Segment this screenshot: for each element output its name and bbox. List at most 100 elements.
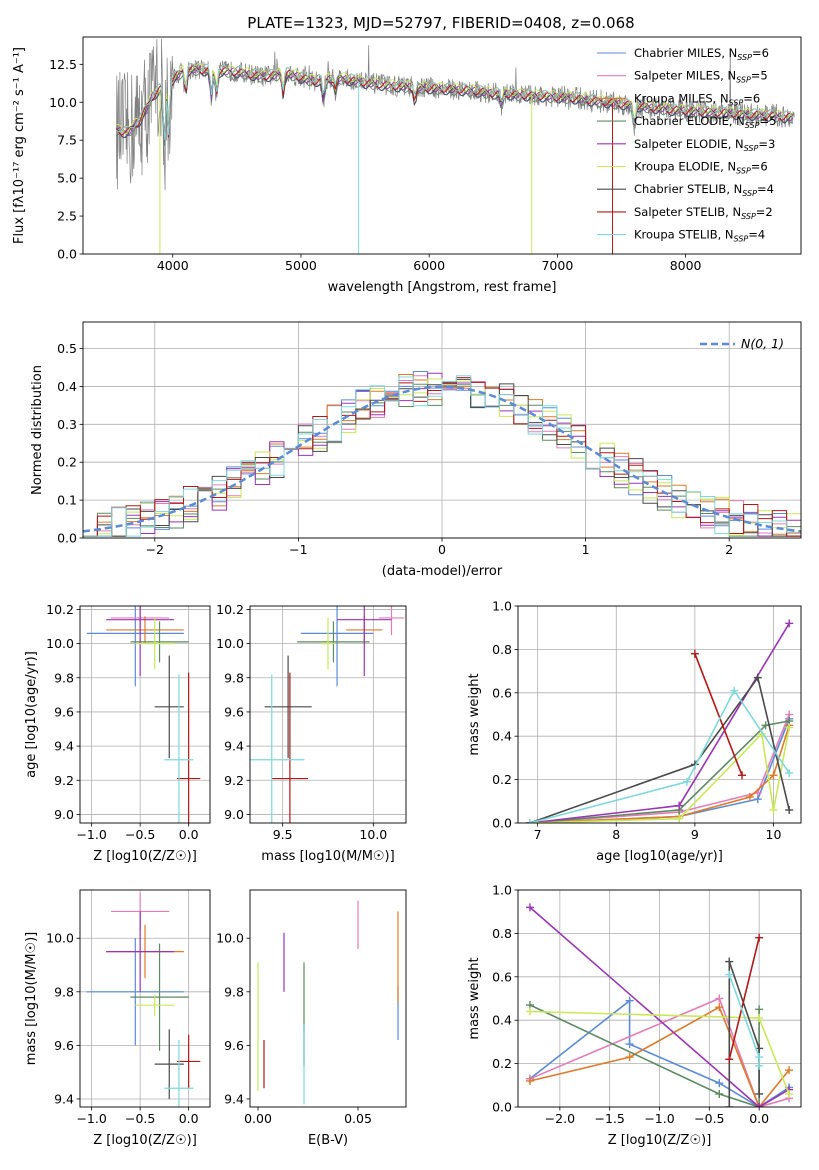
legend-entry-kroupa-elodie: Kroupa ELODIE, NSSP=6 (634, 160, 768, 176)
legend-value: =2 (756, 205, 773, 219)
series-line-salpeter-miles (529, 714, 790, 823)
y-tick-label: 0.6 (492, 969, 512, 984)
point-marker-salpeter-elodie (525, 903, 534, 912)
point-marker-chabrier-miles (625, 996, 634, 1005)
x-tick-label: 8000 (670, 258, 702, 273)
y-tick-label: 5.0 (57, 171, 77, 186)
errorbar-kroupa-stelib (164, 674, 194, 823)
point-marker-chabrier-stelib (725, 957, 734, 966)
point-marker-salpeter-elodie (675, 801, 684, 810)
x-tick-label: 2 (725, 542, 733, 557)
legend-subscript: SSP (742, 189, 757, 198)
y-tick-label: 9.8 (224, 670, 244, 685)
series-line-chabrier-stelib (728, 961, 760, 1107)
legend-value: =6 (743, 91, 760, 105)
errorbar-chabrier-elodie (130, 943, 189, 1051)
y-tick-label: 9.6 (54, 1038, 74, 1053)
y-tick-label: 0.4 (57, 379, 77, 394)
y-tick-label: 9.6 (224, 704, 244, 719)
point-marker-kroupa-elodie (525, 1007, 534, 1016)
model-spectrum-salpeter-elodie (115, 65, 794, 141)
x-tick-label: −2.0 (545, 1111, 575, 1126)
y-tick-label: 10.2 (46, 602, 74, 617)
point-marker-kroupa-miles (715, 1003, 724, 1012)
y-tick-label: 0.4 (492, 1013, 512, 1028)
point-marker-salpeter-stelib (725, 1055, 734, 1064)
legend-label: Chabrier ELODIE, N (634, 114, 745, 128)
y-axis-label: mass weight (467, 957, 482, 1039)
errorbar-chabrier-elodie (130, 621, 189, 663)
axes-frame (79, 889, 211, 1108)
x-tick-label: −1 (289, 542, 307, 557)
y-tick-label: 9.8 (54, 670, 74, 685)
series-line-salpeter-stelib (728, 937, 760, 1060)
y-axis-label: Flux [fλ10⁻¹⁷ erg cm⁻² s⁻¹ A⁻¹] (12, 47, 27, 244)
x-axis-label: wavelength [Angstrom, rest frame] (328, 280, 557, 295)
legend-label: Salpeter STELIB, N (634, 205, 741, 219)
panel-residuals: −2 −1 0 1 2 0.0 0.1 0.2 0.3 0.4 0.5 (data-model)/er… (30, 321, 802, 579)
legend-value: =3 (758, 137, 775, 151)
y-tick-label: 0.2 (57, 455, 77, 470)
legend-entry-normal: N(0, 1) (741, 336, 784, 351)
legend-label: Kroupa MILES, N (634, 91, 729, 105)
y-tick-label: 0.6 (492, 685, 512, 700)
point-marker-kroupa-stelib (755, 1053, 764, 1062)
errorbar-salpeter-elodie (337, 606, 392, 677)
axes-frame (79, 605, 211, 824)
panel-z-mass: −1.0 −0.5 0.0 9.4 9.6 9.8 10.0 Z [log10(Z/Z☉)] m… (24, 889, 211, 1148)
errorbar-salpeter-elodie (106, 606, 175, 677)
x-tick-label: −0.5 (125, 827, 155, 842)
point-marker-chabrier-stelib (785, 805, 794, 814)
legend-subscript: SSP (729, 98, 744, 107)
x-axis-label: E(B-V) (308, 1133, 348, 1148)
point-marker-salpeter-elodie (755, 1103, 764, 1107)
point-marker-kroupa-miles (785, 1066, 794, 1075)
legend-subscript: SSP (744, 144, 759, 153)
plot-area (250, 606, 405, 823)
y-tick-label: 0.0 (57, 531, 77, 546)
axes-frame (82, 36, 802, 255)
errorbar-kroupa-elodie (135, 994, 175, 1016)
panel-z-massweight: −2.0 −1.5 −1.0 −0.5 0.0 0.0 0.2 0.4 0.6 0.8 1.0 Z [… (467, 883, 802, 1148)
y-tick-label: 10.0 (46, 931, 74, 946)
x-tick-label: 9 (691, 827, 699, 842)
panel-z-age: −1.0 −0.5 0.0 9.0 9.2 9.4 9.6 9.8 10.0 10.2 Z [log… (24, 602, 211, 864)
legend-label: Kroupa ELODIE, N (634, 160, 736, 174)
errorbar-salpeter-stelib (271, 672, 309, 823)
point-marker-salpeter-stelib (738, 771, 747, 780)
legend-entry-kroupa-stelib: Kroupa STELIB, NSSP=4 (634, 228, 765, 244)
point-marker-kroupa-stelib (785, 769, 794, 778)
legend-value: =6 (751, 160, 768, 174)
x-tick-label: 7 (534, 827, 542, 842)
legend-subscript: SSP (736, 167, 751, 176)
legend-entry-chabrier-stelib: Chabrier STELIB, NSSP=4 (634, 182, 774, 198)
y-tick-label: 9.8 (54, 984, 74, 999)
point-marker-chabrier-stelib (753, 673, 762, 682)
point-marker-kroupa-elodie (755, 1014, 764, 1023)
y-tick-label: 9.4 (224, 1091, 244, 1106)
y-tick-label: 1.0 (492, 599, 512, 614)
plot-area (83, 371, 801, 537)
series-line-salpeter-elodie (529, 906, 790, 1107)
x-tick-label: 0.05 (344, 1111, 372, 1126)
y-axis-label: age [log10(age/yr)] (24, 651, 39, 778)
x-axis-label: (data-model)/error (382, 564, 503, 579)
legend-subscript: SSP (741, 212, 756, 221)
y-tick-label: 0.3 (57, 417, 77, 432)
legend-value: =5 (751, 69, 768, 83)
legend-entry-chabrier-elodie: Chabrier ELODIE, NSSP=5 (634, 114, 776, 130)
y-tick-label: 10.0 (216, 931, 244, 946)
axes-frame (249, 889, 407, 1108)
y-tick-label: 0.1 (57, 493, 77, 508)
x-tick-label: 0 (438, 542, 446, 557)
axes-frame (517, 889, 802, 1108)
point-marker-kroupa-miles (745, 792, 754, 801)
point-marker-chabrier-elodie (755, 1005, 764, 1014)
y-axis-label: Normed distribution (30, 365, 45, 495)
y-tick-label: 10.2 (216, 602, 244, 617)
point-marker-chabrier-miles (625, 1040, 634, 1049)
y-tick-label: 9.2 (54, 773, 74, 788)
y-tick-label: 9.2 (224, 773, 244, 788)
y-tick-label: 9.0 (54, 807, 74, 822)
model-spectrum-chabrier-elodie (116, 68, 794, 146)
